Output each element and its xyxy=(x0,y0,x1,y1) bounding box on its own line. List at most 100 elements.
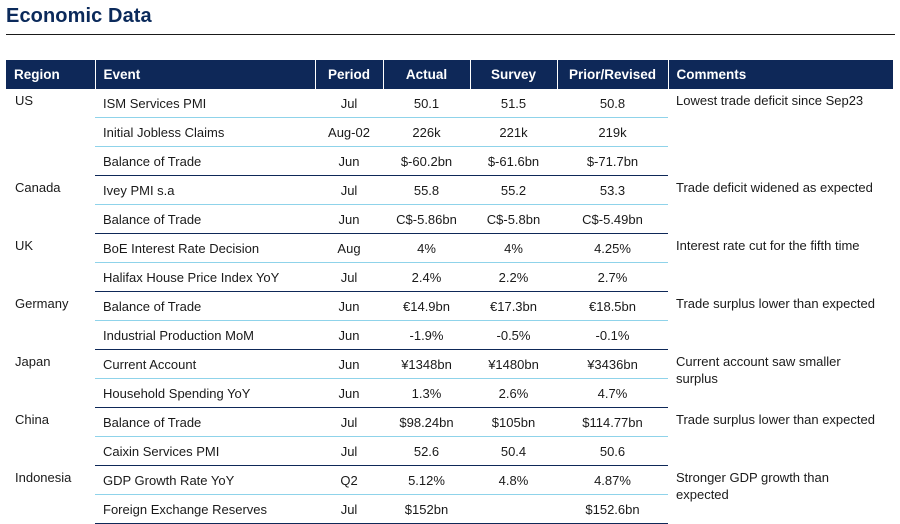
region-cell: Canada xyxy=(15,179,61,195)
actual-cell: 1.3% xyxy=(383,378,470,408)
col-header-survey: Survey xyxy=(469,60,557,89)
region-cell: China xyxy=(15,411,49,427)
period-cell: Jul xyxy=(315,407,383,437)
survey-cell: 4% xyxy=(470,233,557,263)
prior-cell: 50.6 xyxy=(557,436,668,466)
survey-cell: ¥1480bn xyxy=(470,349,557,379)
comment-cell: Interest rate cut for the fifth time xyxy=(676,237,860,253)
actual-cell: -1.9% xyxy=(383,320,470,350)
period-cell: Aug-02 xyxy=(315,117,383,147)
prior-cell: €18.5bn xyxy=(557,291,668,321)
table-row: China Balance of Trade Jul $98.24bn $105bn $1… xyxy=(6,407,893,437)
table-row: Halifax House Price Index YoY Jul 2.4% 2.2%… xyxy=(6,262,893,292)
survey-cell: $105bn xyxy=(470,407,557,437)
table-row: Germany Balance of Trade Jun €14.9bn €17.3bn… xyxy=(6,291,893,321)
actual-cell: ¥1348bn xyxy=(383,349,470,379)
event-cell: Foreign Exchange Reserves xyxy=(95,494,315,524)
comment-cell: Lowest trade deficit since Sep23 xyxy=(676,93,864,108)
table-body: US ISM Services PMI Jul 50.1 51.5 50.8 Lowest … xyxy=(6,89,893,524)
prior-cell: C$-5.49bn xyxy=(557,204,668,234)
actual-cell: $98.24bn xyxy=(383,407,470,437)
period-cell: Jun xyxy=(315,291,383,321)
table-row: Industrial Production MoM Jun -1.9% -0.5% -0… xyxy=(6,320,893,350)
survey-cell: C$-5.8bn xyxy=(470,204,557,234)
region-cell: Indonesia xyxy=(15,469,72,485)
prior-cell: $152.6bn xyxy=(557,494,668,524)
comment-cell: Trade surplus lower than expected xyxy=(676,411,875,427)
table-row: Caixin Services PMI Jul 52.6 50.4 50.6 xyxy=(6,436,893,466)
table-row: UK BoE Interest Rate Decision Aug 4% 4% 4.25%… xyxy=(6,233,893,263)
actual-cell: 55.8 xyxy=(383,175,470,205)
actual-cell: 2.4% xyxy=(383,262,470,292)
prior-cell: $-71.7bn xyxy=(557,146,668,176)
table-row: Household Spending YoY Jun 1.3% 2.6% 4.7% xyxy=(6,378,893,408)
survey-cell: 221k xyxy=(470,117,557,147)
table-row: Initial Jobless Claims Aug-02 226k 221k 219k xyxy=(6,117,893,147)
prior-cell: $114.77bn xyxy=(557,407,668,437)
event-cell: Balance of Trade xyxy=(95,407,315,437)
period-cell: Jun xyxy=(315,146,383,176)
comment-cell: Stronger GDP growth than expected xyxy=(676,469,829,502)
col-header-prior: Prior/Revised xyxy=(556,60,668,89)
survey-cell: $-61.6bn xyxy=(470,146,557,176)
region-cell: Germany xyxy=(15,295,69,311)
period-cell: Jul xyxy=(315,436,383,466)
event-cell: BoE Interest Rate Decision xyxy=(95,233,315,263)
survey-cell: 55.2 xyxy=(470,175,557,205)
survey-cell: 50.4 xyxy=(470,436,557,466)
page-title: Economic Data xyxy=(6,5,152,27)
period-cell: Aug xyxy=(315,233,383,263)
comment-cell: Trade deficit widened as expected xyxy=(676,179,873,195)
region-cell: US xyxy=(15,93,34,108)
col-header-period: Period xyxy=(314,60,383,89)
event-cell: Balance of Trade xyxy=(95,291,315,321)
survey-cell: 4.8% xyxy=(470,465,557,495)
col-header-region: Region xyxy=(6,60,95,89)
col-header-actual: Actual xyxy=(382,60,470,89)
prior-cell: 50.8 xyxy=(557,89,668,118)
table-row: US ISM Services PMI Jul 50.1 51.5 50.8 Lowest … xyxy=(6,89,893,118)
event-cell: ISM Services PMI xyxy=(95,89,315,118)
period-cell: Q2 xyxy=(315,465,383,495)
period-cell: Jul xyxy=(315,175,383,205)
event-cell: Ivey PMI s.a xyxy=(95,175,315,205)
event-cell: GDP Growth Rate YoY xyxy=(95,465,315,495)
period-cell: Jun xyxy=(315,378,383,408)
actual-cell: 226k xyxy=(383,117,470,147)
prior-cell: 219k xyxy=(557,117,668,147)
actual-cell: $-60.2bn xyxy=(383,146,470,176)
col-header-comments: Comments xyxy=(667,60,893,89)
prior-cell: -0.1% xyxy=(557,320,668,350)
survey-cell: €17.3bn xyxy=(470,291,557,321)
region-cell: Japan xyxy=(15,353,51,369)
event-cell: Balance of Trade xyxy=(95,146,315,176)
survey-cell: 2.6% xyxy=(470,378,557,408)
actual-cell: 50.1 xyxy=(383,89,470,118)
actual-cell: C$-5.86bn xyxy=(383,204,470,234)
event-cell: Household Spending YoY xyxy=(95,378,315,408)
event-cell: Caixin Services PMI xyxy=(95,436,315,466)
actual-cell: 4% xyxy=(383,233,470,263)
period-cell: Jun xyxy=(315,204,383,234)
comment-cell: Trade surplus lower than expected xyxy=(676,295,875,311)
table-row: Indonesia GDP Growth Rate YoY Q2 5.12% 4.8% 4… xyxy=(6,465,893,502)
survey-cell: 2.2% xyxy=(470,262,557,292)
col-header-event: Event xyxy=(94,60,315,89)
survey-cell xyxy=(470,494,557,524)
survey-cell: -0.5% xyxy=(470,320,557,350)
prior-cell: 2.7% xyxy=(557,262,668,292)
event-cell: Industrial Production MoM xyxy=(95,320,315,350)
economic-data-table: Region Event Period Actual Survey Prior/… xyxy=(6,60,893,524)
table-row: Canada Ivey PMI s.a Jul 55.8 55.2 53.3 Trade d… xyxy=(6,175,893,205)
period-cell: Jul xyxy=(315,262,383,292)
prior-cell: 4.25% xyxy=(557,233,668,263)
event-cell: Current Account xyxy=(95,349,315,379)
actual-cell: €14.9bn xyxy=(383,291,470,321)
event-cell: Halifax House Price Index YoY xyxy=(95,262,315,292)
table-row: Balance of Trade Jun C$-5.86bn C$-5.8bn C$-5… xyxy=(6,204,893,234)
prior-cell: 53.3 xyxy=(557,175,668,205)
survey-cell: 51.5 xyxy=(470,89,557,118)
period-cell: Jun xyxy=(315,349,383,379)
table-row: Balance of Trade Jun $-60.2bn $-61.6bn $-71.… xyxy=(6,146,893,176)
prior-cell: 4.7% xyxy=(557,378,668,408)
